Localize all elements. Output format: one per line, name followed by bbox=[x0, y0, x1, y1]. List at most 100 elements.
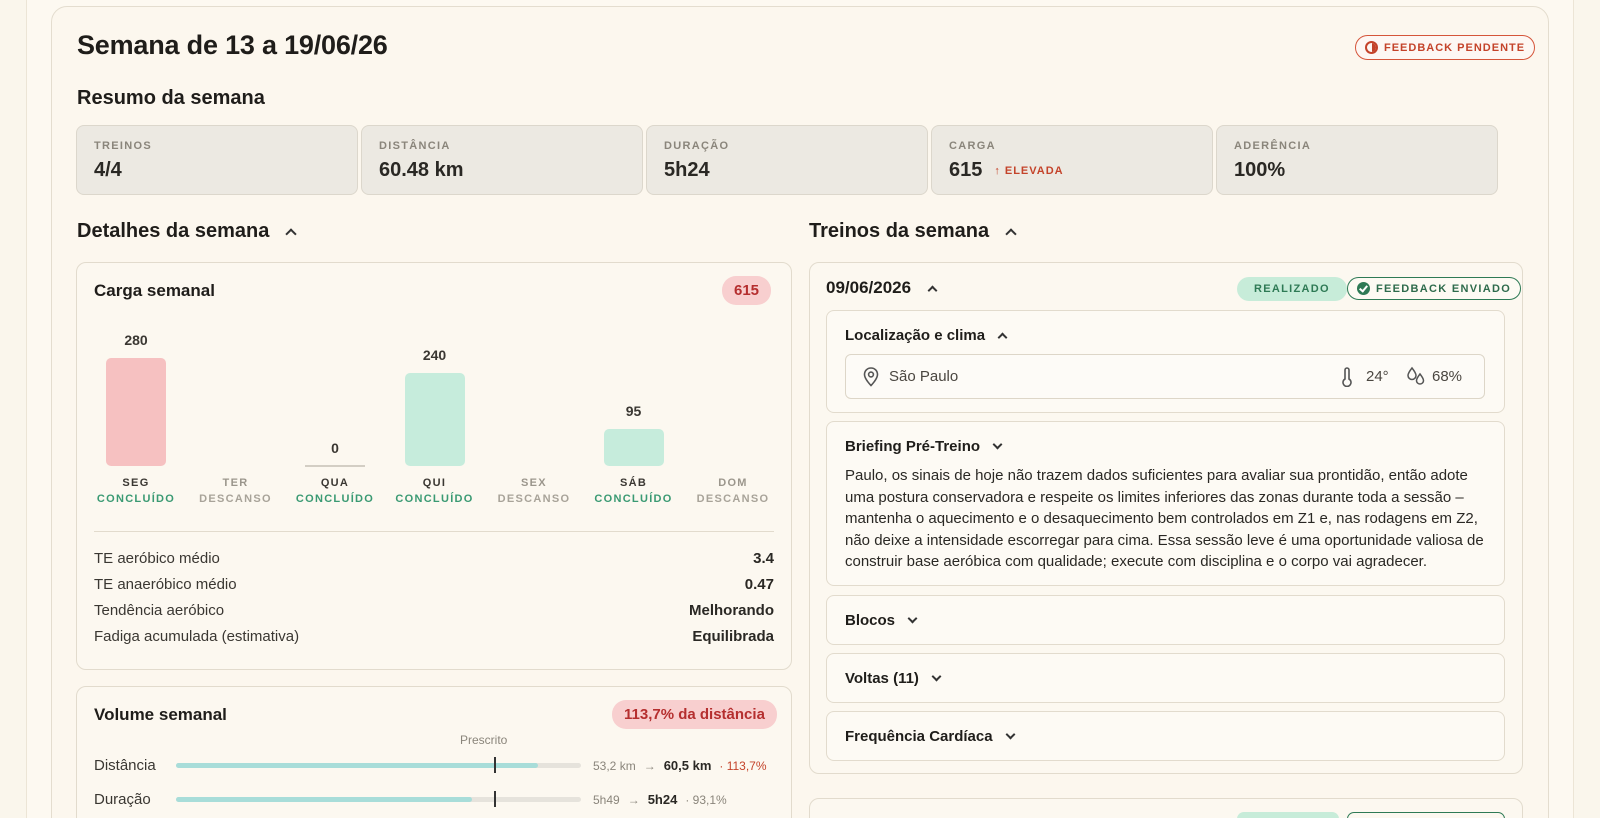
briefing-panel: Briefing Pré-Treino Paulo, os sinais de … bbox=[826, 421, 1505, 586]
load-elevated-badge: ↑ ELEVADA bbox=[994, 165, 1063, 177]
prescribed-value: 5h49 bbox=[593, 792, 620, 807]
blocks-title: Blocos bbox=[845, 612, 896, 629]
load-value-label: 280 bbox=[124, 332, 148, 348]
location-panel: Localização e clima São Paulo 24° 68% bbox=[826, 310, 1505, 413]
stat-distancia: DISTÂNCIA 60.48 km bbox=[361, 125, 643, 195]
next-session-card bbox=[809, 798, 1523, 818]
feedback-badge bbox=[1347, 812, 1505, 818]
stat-carga: CARGA 615 ↑ ELEVADA bbox=[931, 125, 1213, 195]
blocks-toggle[interactable]: Blocos bbox=[845, 612, 918, 629]
metric-label: TE aeróbico médio bbox=[94, 550, 220, 567]
percent-value: · 93,1% bbox=[685, 792, 727, 807]
chevron-up-icon bbox=[997, 332, 1008, 343]
metric-label: Fadiga acumulada (estimativa) bbox=[94, 628, 300, 645]
humidity-value: 68% bbox=[1432, 368, 1463, 385]
stat-aderencia: ADERÊNCIA 100% bbox=[1216, 125, 1498, 195]
prescribed-marker bbox=[494, 791, 496, 807]
feedback-pending-label: FEEDBACK PENDENTE bbox=[1384, 41, 1526, 54]
load-card bbox=[76, 262, 792, 670]
metric-row: TE aeróbico médio 3.4 bbox=[94, 550, 774, 567]
blocks-panel[interactable]: Blocos bbox=[826, 595, 1505, 645]
day-status: CONCLUÍDO bbox=[295, 493, 375, 505]
location-toggle[interactable]: Localização e clima bbox=[845, 327, 1008, 344]
metric-value: 0.47 bbox=[744, 576, 774, 593]
stat-label: TREINOS bbox=[94, 140, 152, 152]
feedback-pending-badge: FEEDBACK PENDENTE bbox=[1355, 35, 1536, 60]
arrow-right-icon: → bbox=[643, 758, 656, 773]
stat-label: CARGA bbox=[949, 140, 996, 152]
thermometer-icon bbox=[1342, 367, 1352, 387]
chevron-up-icon bbox=[1005, 227, 1017, 240]
check-circle-icon bbox=[1357, 282, 1370, 295]
volume-card-title: Volume semanal bbox=[94, 705, 227, 724]
location-field: São Paulo 24° 68% bbox=[845, 354, 1485, 399]
summary-title: Resumo da semana bbox=[77, 87, 265, 109]
chevron-down-icon bbox=[907, 613, 918, 624]
page-title: Semana de 13 a 19/06/26 bbox=[77, 30, 388, 60]
briefing-toggle[interactable]: Briefing Pré-Treino bbox=[845, 438, 1003, 455]
prescribed-value: 53,2 km bbox=[593, 758, 636, 773]
workouts-toggle[interactable]: Treinos da semana bbox=[809, 220, 1017, 243]
heart-rate-title: Frequência Cardíaca bbox=[845, 728, 993, 745]
day-status: CONCLUÍDO bbox=[395, 493, 474, 505]
status-badge bbox=[1237, 812, 1339, 818]
load-bar-qui bbox=[404, 373, 465, 466]
chevron-down-icon bbox=[931, 671, 942, 682]
load-elevated-label: ELEVADA bbox=[1004, 164, 1064, 177]
stat-treinos: TREINOS 4/4 bbox=[76, 125, 358, 195]
heart-rate-toggle[interactable]: Frequência Cardíaca bbox=[845, 728, 1016, 745]
metric-row: TE anaeróbico médio 0.47 bbox=[94, 576, 774, 593]
day-label: DOM bbox=[718, 477, 748, 489]
actual-value: 5h24 bbox=[647, 792, 678, 807]
volume-row-label: Duração bbox=[94, 791, 151, 808]
metric-value: Equilibrada bbox=[692, 628, 774, 645]
day-label: QUI bbox=[422, 477, 447, 489]
day-status: CONCLUÍDO bbox=[594, 493, 673, 505]
prescribed-marker bbox=[494, 757, 496, 773]
metric-label: Tendência aeróbico bbox=[94, 602, 225, 619]
load-total-pill: 615 bbox=[722, 276, 772, 305]
load-value-label: 0 bbox=[331, 440, 339, 456]
volume-row-label: Distância bbox=[94, 757, 156, 774]
load-bar-qua bbox=[305, 465, 365, 467]
laps-toggle[interactable]: Voltas (11) bbox=[845, 670, 942, 687]
distance-values: 53,2 km → 60,5 km · 113,7% bbox=[593, 758, 767, 773]
stat-value: 100% bbox=[1234, 159, 1286, 181]
briefing-text: Paulo, os sinais de hoje não trazem dado… bbox=[845, 467, 1484, 570]
day-label: TER bbox=[222, 477, 249, 489]
divider bbox=[94, 531, 774, 532]
heart-rate-panel[interactable]: Frequência Cardíaca bbox=[826, 711, 1505, 761]
half-circle-icon bbox=[1365, 41, 1378, 54]
stat-value: 60.48 km bbox=[379, 159, 464, 181]
stat-value: 615 bbox=[949, 159, 983, 181]
stat-value: 4/4 bbox=[94, 159, 122, 181]
distance-fill bbox=[176, 763, 538, 768]
chevron-down-icon bbox=[992, 439, 1003, 450]
volume-badge: 113,7% da distância bbox=[612, 700, 777, 729]
location-title: Localização e clima bbox=[845, 327, 986, 344]
laps-panel[interactable]: Voltas (11) bbox=[826, 653, 1505, 703]
session-date: 09/06/2026 bbox=[826, 278, 912, 297]
city-value: São Paulo bbox=[889, 368, 959, 385]
day-status: DESCANSO bbox=[696, 493, 770, 505]
duration-fill bbox=[176, 797, 473, 802]
day-label: SEG bbox=[122, 477, 150, 489]
laps-title: Voltas (11) bbox=[845, 670, 919, 687]
session-toggle[interactable]: 09/06/2026 bbox=[826, 278, 938, 298]
duration-values: 5h49 → 5h24 · 93,1% bbox=[593, 792, 727, 807]
stat-label: ADERÊNCIA bbox=[1234, 140, 1312, 152]
stat-label: DISTÂNCIA bbox=[379, 140, 451, 152]
details-title: Detalhes da semana bbox=[77, 220, 270, 242]
load-bar-sáb bbox=[603, 429, 664, 466]
details-toggle[interactable]: Detalhes da semana bbox=[77, 220, 297, 243]
day-label: SEX bbox=[521, 477, 547, 489]
metric-value: Melhorando bbox=[689, 602, 774, 619]
percent-value: · 113,7% bbox=[719, 758, 767, 773]
arrow-up-icon: ↑ bbox=[994, 164, 1001, 177]
workouts-title: Treinos da semana bbox=[809, 220, 990, 242]
metric-label: TE anaeróbico médio bbox=[94, 576, 237, 593]
day-status: CONCLUÍDO bbox=[96, 493, 176, 505]
day-status: DESCANSO bbox=[497, 493, 571, 505]
load-bar-seg bbox=[106, 358, 166, 466]
chevron-up-icon bbox=[285, 227, 297, 240]
